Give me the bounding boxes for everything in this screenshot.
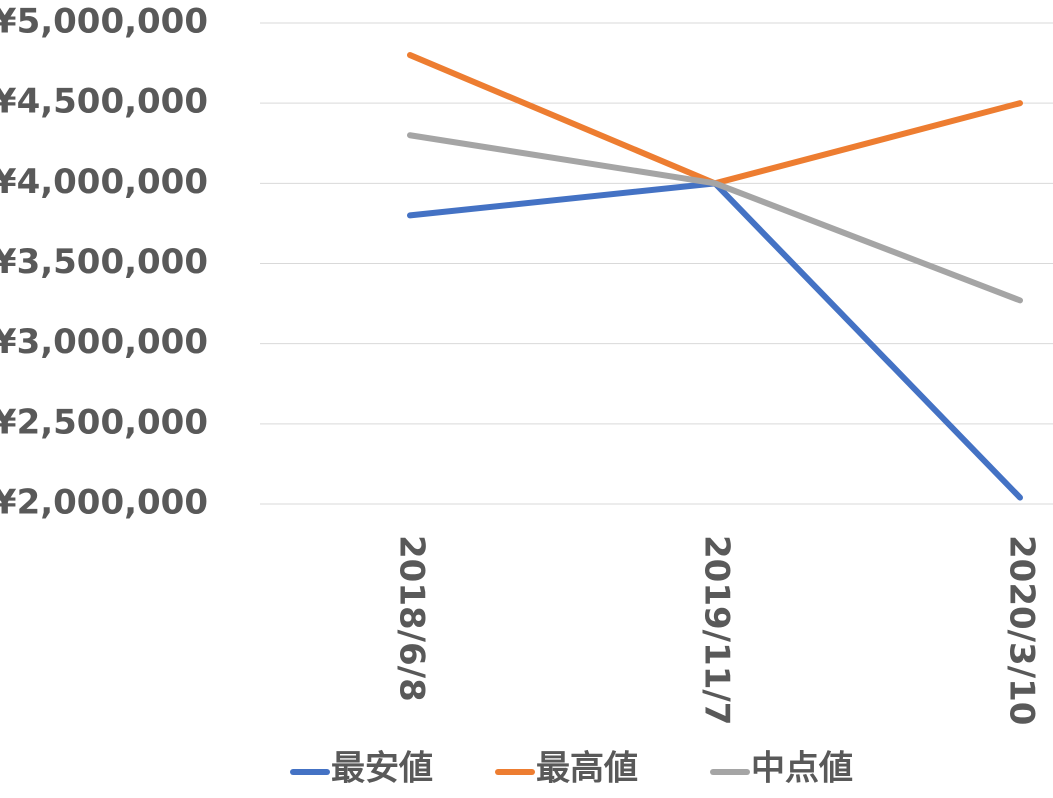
legend-label: 中点値 <box>751 749 853 789</box>
y-tick-label: ¥3,000,000 <box>0 322 208 362</box>
series-line <box>407 52 1023 187</box>
legend-label: 最高値 <box>536 749 638 789</box>
y-tick-label: ¥2,500,000 <box>0 402 208 442</box>
x-tick-label: 2020/3/10 <box>1002 535 1042 725</box>
y-tick-label: ¥3,500,000 <box>0 242 208 282</box>
series-line <box>407 180 1023 501</box>
legend-label: 最安値 <box>331 749 433 789</box>
y-tick-label: ¥4,000,000 <box>0 162 208 202</box>
x-tick-label: 2018/6/8 <box>392 535 432 702</box>
x-tick-label: 2019/11/7 <box>697 535 737 725</box>
y-tick-label: ¥4,500,000 <box>0 82 208 122</box>
series-line <box>407 132 1023 304</box>
y-tick-label: ¥5,000,000 <box>0 2 208 42</box>
y-tick-label: ¥2,000,000 <box>0 483 208 523</box>
